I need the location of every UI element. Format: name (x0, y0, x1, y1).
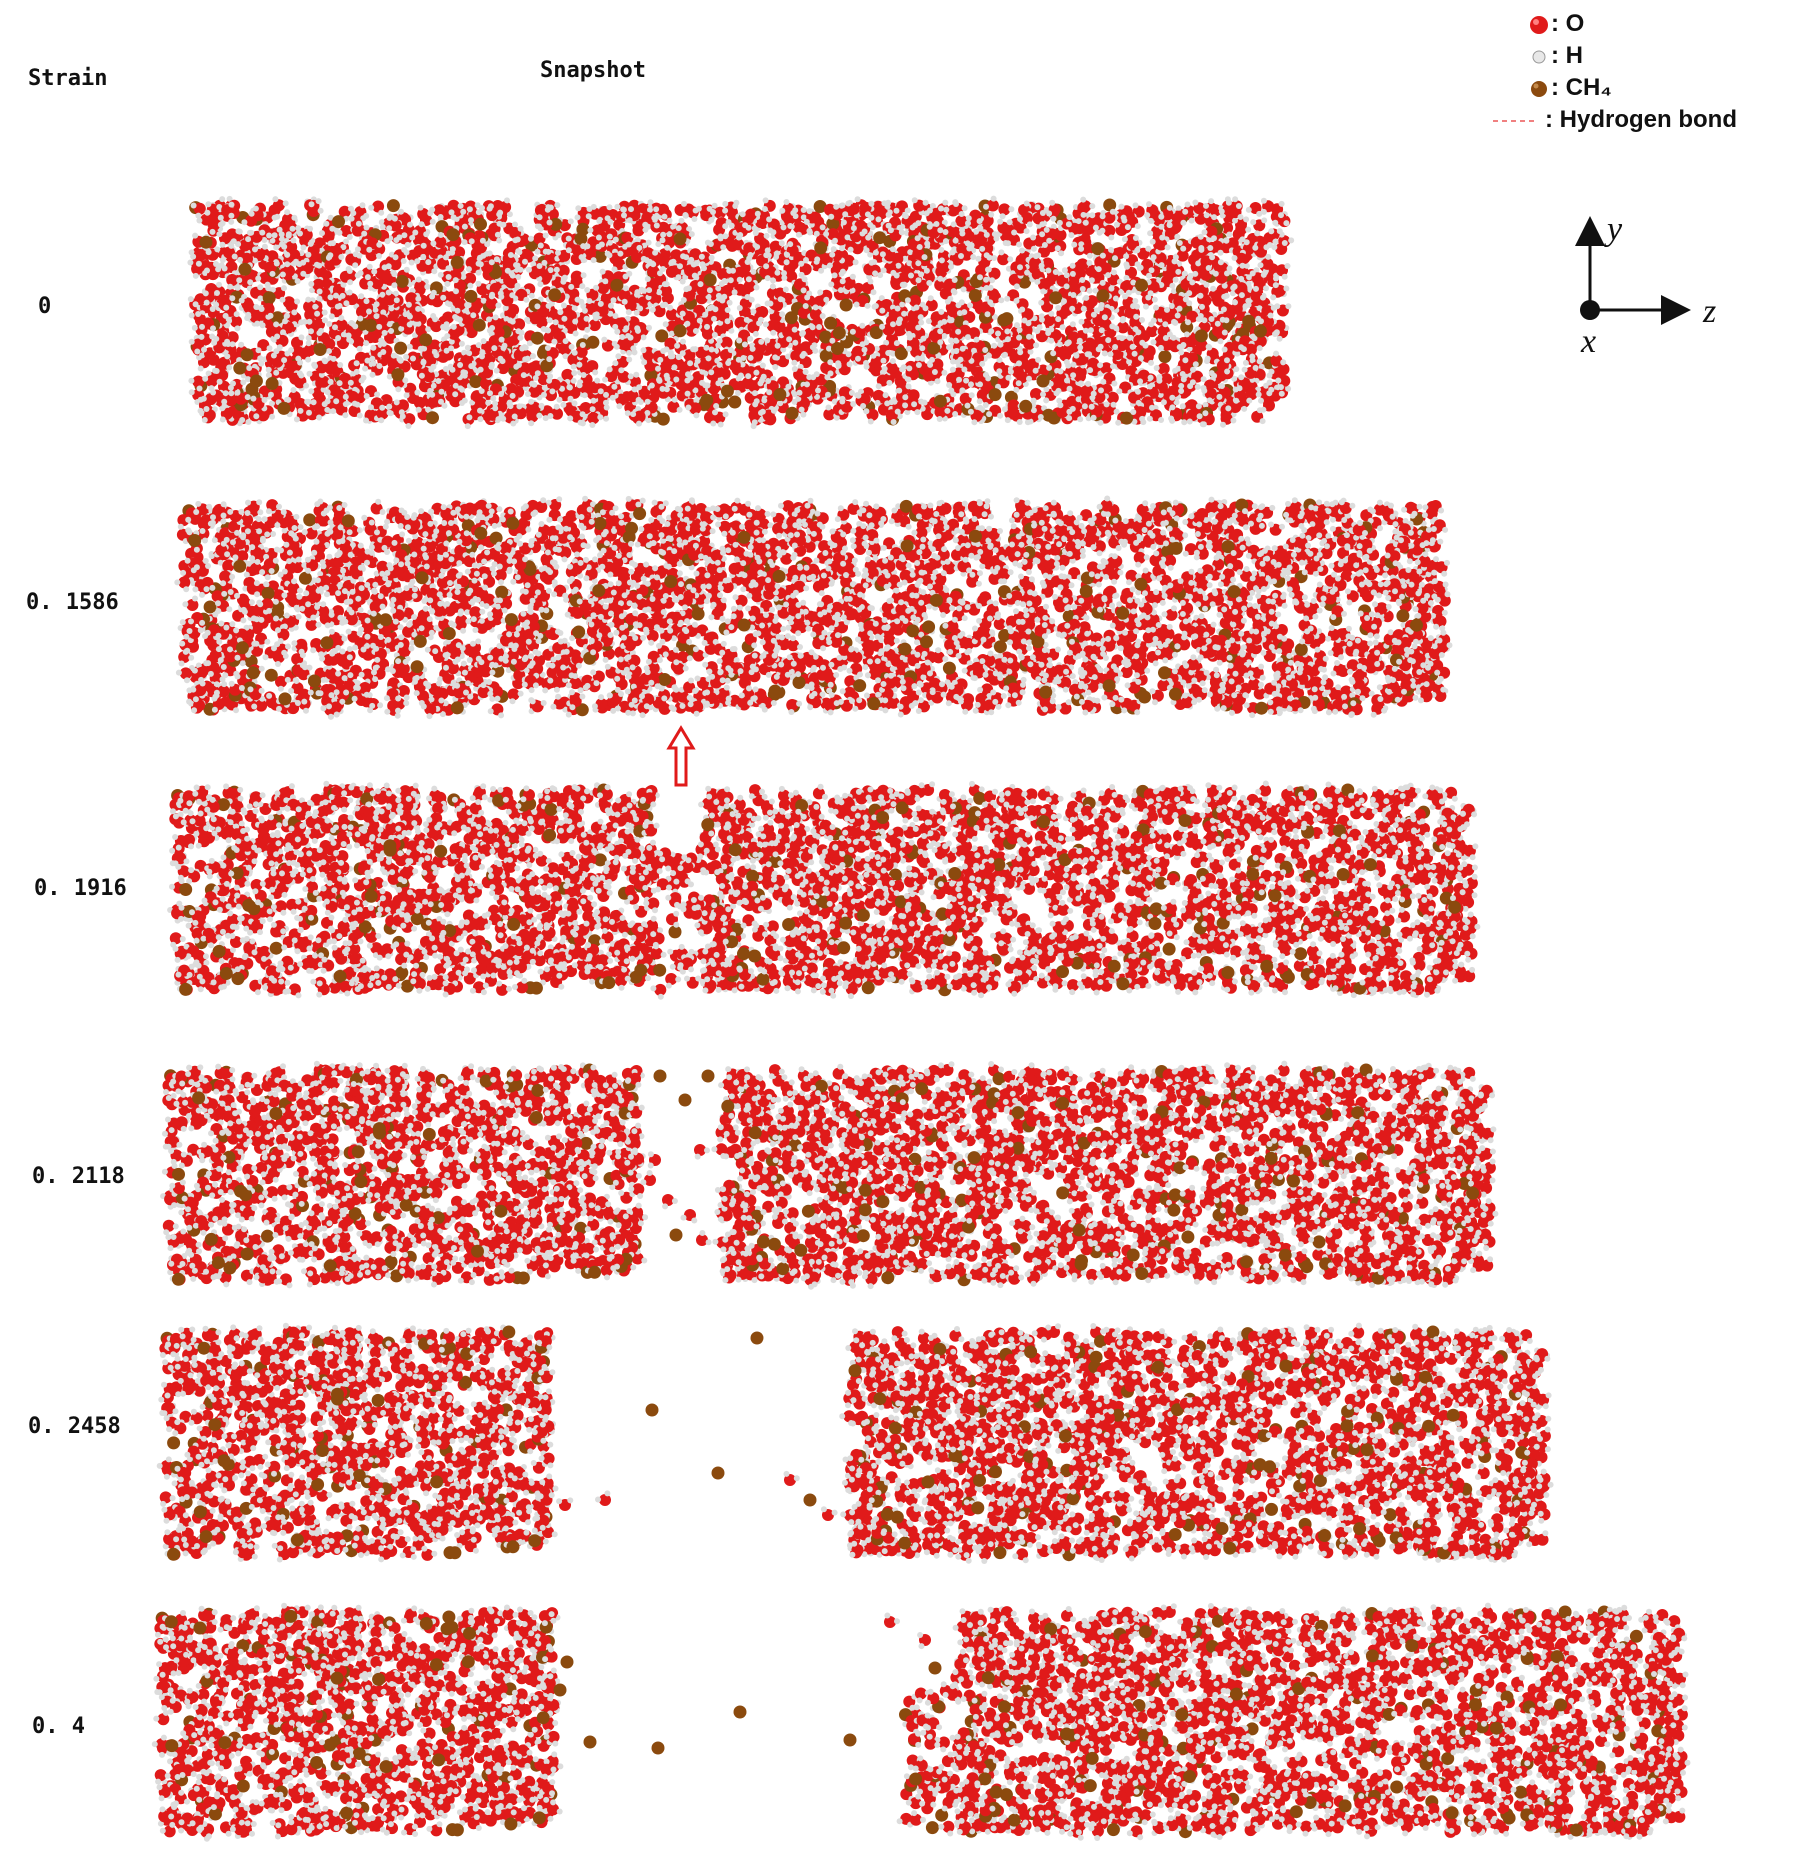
snapshot-panel-4 (157, 1323, 1554, 1564)
snapshot-panel-1 (174, 496, 1452, 720)
snapshot-panel-5 (152, 1603, 1691, 1842)
crack-location-arrow (669, 728, 693, 785)
snapshot-panel-3 (160, 1061, 1498, 1290)
snapshot-panel-2 (167, 781, 1480, 1000)
snapshot-panel-0 (187, 196, 1294, 430)
